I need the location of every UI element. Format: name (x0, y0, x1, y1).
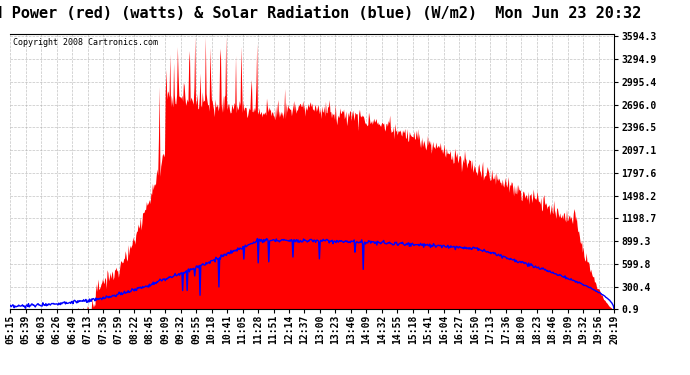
Text: Grid Power (red) (watts) & Solar Radiation (blue) (W/m2)  Mon Jun 23 20:32: Grid Power (red) (watts) & Solar Radiati… (0, 6, 641, 21)
Text: Copyright 2008 Cartronics.com: Copyright 2008 Cartronics.com (13, 38, 159, 47)
